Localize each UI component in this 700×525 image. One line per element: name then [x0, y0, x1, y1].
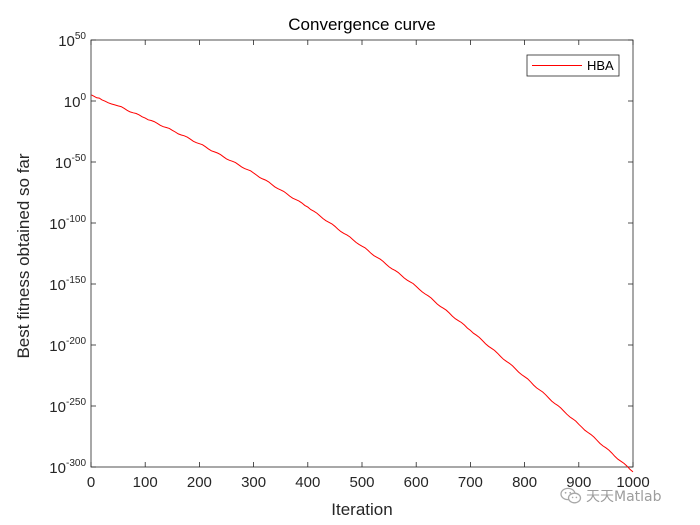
x-tick-label: 400 [295, 474, 320, 491]
plot-area [90, 39, 634, 468]
chart-title: Convergence curve [288, 15, 435, 34]
y-tick-label: 10-250 [49, 397, 86, 416]
y-tick-label: 10-150 [49, 275, 86, 294]
plot-box [90, 39, 634, 468]
y-tick-label: 10-300 [49, 458, 86, 477]
x-tick-label: 200 [187, 474, 212, 491]
y-tick-label: 100 [64, 92, 87, 111]
x-tick-label: 300 [241, 474, 266, 491]
watermark: 天天Matlab [560, 485, 662, 507]
legend-label-hba: HBA [587, 58, 614, 73]
x-tick-label: 500 [349, 474, 374, 491]
series-layer [91, 94, 634, 473]
x-tick-label: 100 [133, 474, 158, 491]
y-tick-label: 10-50 [55, 153, 87, 172]
y-tick-label: 10-200 [49, 336, 86, 355]
y-tick-label: 10-100 [49, 214, 86, 233]
legend: HBA [526, 54, 620, 77]
x-tick-label: 700 [458, 474, 483, 491]
y-axis-label: Best fitness obtained so far [14, 153, 33, 358]
y-axis: 1050 100 10-50 10-100 10-150 10-200 10-250 10-3… [49, 31, 633, 477]
x-axis-label: Iteration [331, 500, 392, 519]
x-tick-label: 800 [512, 474, 537, 491]
series-line-hba [91, 94, 634, 473]
wechat-icon [560, 487, 582, 504]
x-tick-label: 600 [404, 474, 429, 491]
y-tick-label: 1050 [58, 31, 86, 50]
x-axis: 0 100 200 300 400 500 600 700 800 900 1000 [87, 40, 650, 491]
x-tick-label: 900 [566, 474, 591, 491]
x-tick-label: 1000 [616, 474, 649, 491]
x-tick-label: 0 [87, 474, 95, 491]
watermark-text: 天天Matlab [586, 489, 662, 505]
